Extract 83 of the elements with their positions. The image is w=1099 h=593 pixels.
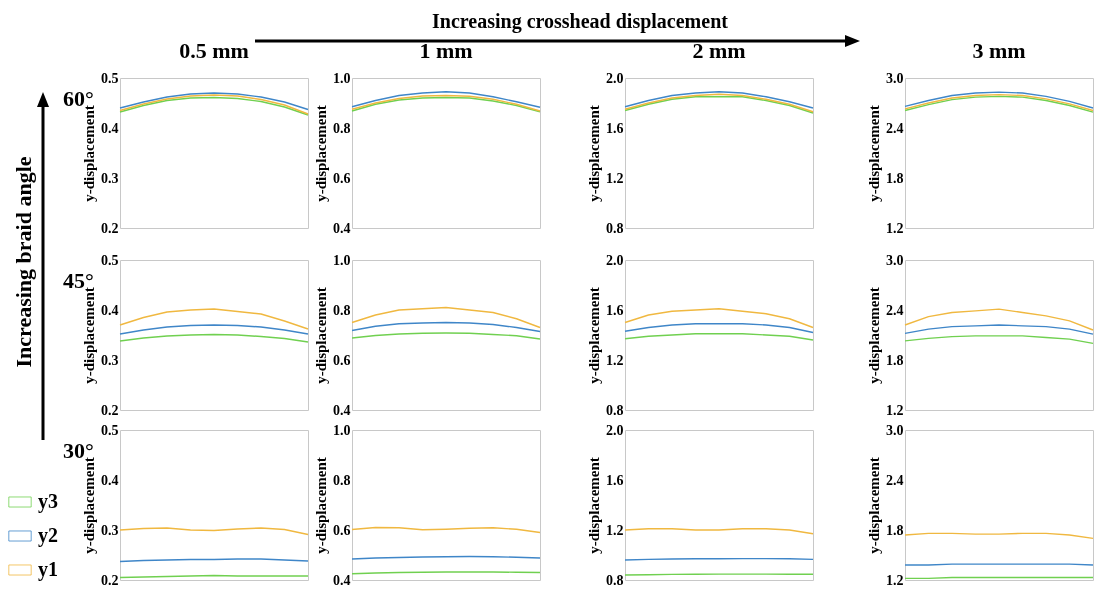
y-tick-label: 1.6 — [606, 120, 624, 136]
y-tick-label: 0.3 — [101, 522, 119, 538]
y-axis-title: y-displacement — [866, 457, 882, 554]
y-tick-label: 0.8 — [606, 572, 624, 588]
y-tick-label: 0.4 — [101, 472, 119, 488]
y-axis-title: y-displacement — [313, 287, 329, 384]
y-tick-label: 0.4 — [333, 402, 351, 418]
chart-title: 3 mm — [972, 38, 1026, 63]
y-tick-label: 3.0 — [886, 70, 904, 86]
y-tick-label: 0.5 — [101, 70, 119, 86]
text: Increasing braid angle — [10, 155, 37, 370]
y-tick-label: 3.0 — [886, 252, 904, 268]
y-tick-label: 0.8 — [333, 472, 351, 488]
y-tick-label: 0.8 — [606, 220, 624, 236]
line-series — [119, 308, 309, 330]
line-series — [904, 335, 1094, 345]
y-tick-label: 0.5 — [101, 422, 119, 438]
text: Increasing crosshead displacement — [432, 10, 728, 33]
line-series — [119, 324, 309, 335]
y-tick-label: 1.0 — [333, 70, 351, 86]
y-tick-label: 1.2 — [886, 402, 904, 418]
y-axis-title: y-displacement — [586, 287, 602, 384]
y-tick-label: 0.6 — [333, 170, 351, 186]
line-series — [624, 91, 814, 109]
y-axis-title: y-displacement — [81, 287, 97, 384]
y-tick-label: 0.2 — [101, 572, 119, 588]
y-tick-label: 1.2 — [886, 572, 904, 588]
chart-title: 1 mm — [419, 38, 473, 63]
y-tick-label: 0.6 — [333, 352, 351, 368]
y-tick-label: 0.2 — [101, 220, 119, 236]
y-tick-label: 0.8 — [333, 302, 351, 318]
y-tick-label: 0.4 — [101, 302, 119, 318]
y-tick-label: 0.3 — [101, 170, 119, 186]
y-axis-title: y-displacement — [586, 105, 602, 202]
chart-title: 0.5 mm — [179, 38, 249, 63]
y-axis-title: y-displacement — [866, 287, 882, 384]
line-series — [624, 308, 814, 329]
y-tick-label: 1.8 — [886, 352, 904, 368]
y-tick-label: 1.0 — [333, 252, 351, 268]
line-series — [351, 321, 541, 333]
legend-label: y2 — [38, 524, 58, 547]
y-tick-label: 2.4 — [886, 472, 904, 488]
y-tick-label: 1.6 — [606, 302, 624, 318]
y-tick-label: 2.4 — [886, 302, 904, 318]
y-tick-label: 3.0 — [886, 422, 904, 438]
y-axis-title: y-displacement — [81, 105, 97, 202]
line-series — [624, 333, 814, 341]
y-tick-label: 0.4 — [333, 220, 351, 236]
y-tick-label: 1.2 — [606, 522, 624, 538]
y-tick-label: 0.3 — [101, 352, 119, 368]
y-axis-title: y-displacement — [313, 457, 329, 554]
y-tick-label: 1.2 — [606, 170, 624, 186]
line-series — [624, 323, 814, 334]
y-tick-label: 1.8 — [886, 170, 904, 186]
y-tick-label: 0.8 — [333, 120, 351, 136]
line-series — [904, 324, 1094, 335]
y-tick-label: 1.2 — [606, 352, 624, 368]
legend-label: y1 — [38, 558, 58, 581]
y-tick-label: 0.4 — [101, 120, 119, 136]
y-tick-label: 2.0 — [606, 252, 624, 268]
line-series — [904, 308, 1094, 331]
chart-title: 2 mm — [692, 38, 746, 63]
y-axis-title: y-displacement — [866, 105, 882, 202]
y-axis-title: y-displacement — [313, 105, 329, 202]
y-tick-label: 1.6 — [606, 472, 624, 488]
line-series — [351, 306, 541, 329]
y-tick-label: 1.8 — [886, 522, 904, 538]
y-tick-label: 1.2 — [886, 220, 904, 236]
line-series — [351, 91, 541, 108]
line-series — [119, 333, 309, 343]
y-tick-label: 0.6 — [333, 522, 351, 538]
y-tick-label: 0.2 — [101, 402, 119, 418]
y-tick-label: 2.4 — [886, 120, 904, 136]
y-tick-label: 0.5 — [101, 252, 119, 268]
y-axis-title: y-displacement — [81, 457, 97, 554]
y-tick-label: 0.8 — [606, 402, 624, 418]
y-tick-label: 0.4 — [333, 572, 351, 588]
line-series — [119, 527, 309, 536]
y-axis-title: y-displacement — [586, 457, 602, 554]
y-tick-label: 2.0 — [606, 70, 624, 86]
y-tick-label: 1.0 — [333, 422, 351, 438]
y-tick-label: 2.0 — [606, 422, 624, 438]
legend-label: y3 — [38, 490, 58, 513]
